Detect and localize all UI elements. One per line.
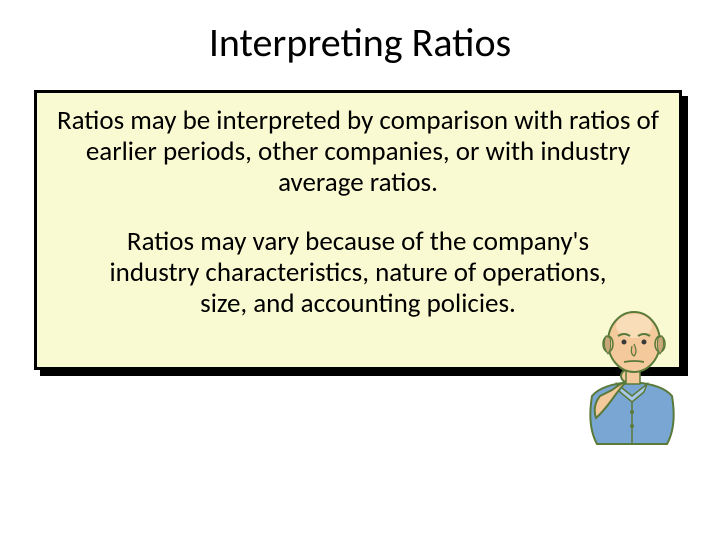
slide-title: Interpreting Ratios	[0, 0, 720, 67]
thinking-man-icon	[572, 296, 692, 446]
paragraph-1: Ratios may be interpreted by comparison …	[53, 105, 663, 198]
